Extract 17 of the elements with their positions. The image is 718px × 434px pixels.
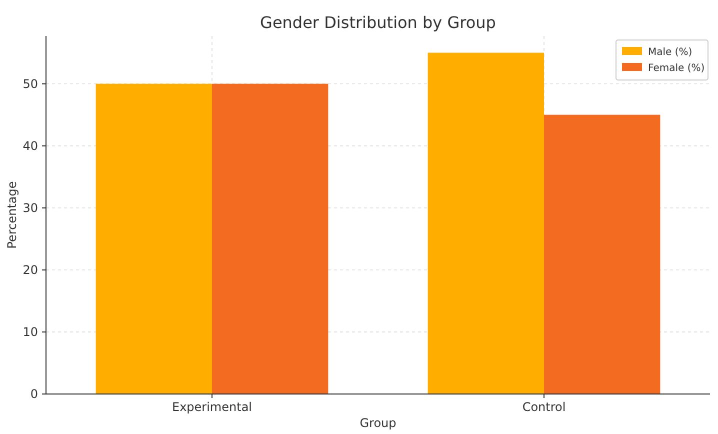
y-tick-label: 0 [30,387,38,402]
x-tick-label: Control [522,400,566,414]
y-tick-label: 30 [22,201,38,216]
x-axis-title: Group [360,416,396,430]
bar [96,84,212,394]
bar [544,114,660,394]
bar [212,84,328,394]
y-axis-title: Percentage [5,181,19,249]
legend-label: Female (%) [648,63,705,74]
y-tick-label: 10 [22,325,38,340]
bar [428,52,544,394]
legend-label: Male (%) [648,47,692,58]
y-tick-label: 20 [22,263,38,278]
y-tick-label: 40 [22,139,38,154]
x-tick-label: Experimental [172,400,252,414]
y-tick-label: 50 [22,76,38,91]
chart-title: Gender Distribution by Group [260,13,496,32]
